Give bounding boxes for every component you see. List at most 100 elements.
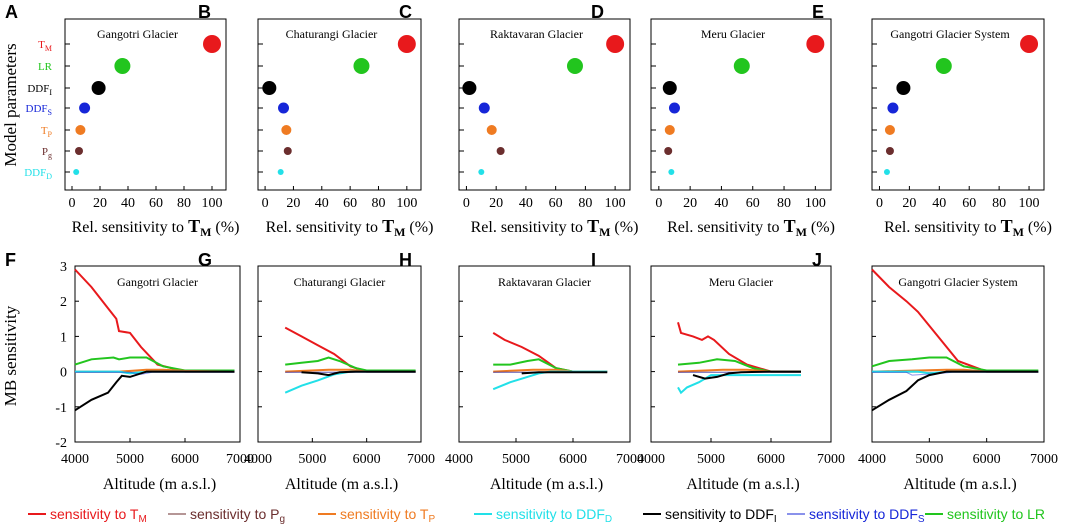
point-LR	[935, 58, 952, 74]
series-line-DDFI	[521, 371, 608, 375]
x-tick-label: 40	[315, 196, 329, 211]
param-label-LR: LR	[38, 61, 53, 73]
panel-J: J Gangotri Glacier System 4000 5000 6000 7000…	[812, 250, 1058, 493]
series-line-TM	[677, 322, 801, 373]
panel-letter: I	[591, 250, 596, 270]
point-TP	[75, 125, 86, 135]
point-TM	[606, 35, 625, 53]
x-tick-label: 6000	[353, 452, 381, 467]
panel-letter: A	[5, 2, 18, 22]
plot-frame	[74, 265, 241, 443]
x-tick-label: 6000	[973, 452, 1001, 467]
x-tick-label: 0	[262, 196, 269, 211]
series-line-LR	[74, 356, 235, 372]
point-Pg	[75, 147, 83, 155]
plot-title: Raktavaran Glacier	[498, 275, 591, 289]
plot-title: Gangotri Glacier	[117, 275, 198, 289]
point-TM	[397, 35, 416, 53]
plot-title: Meru Glacier	[701, 27, 765, 41]
point-Pg	[885, 147, 894, 155]
panel-D: D Meru Glacier 0 20 40 60 80 100 Rel. sensitivit…	[591, 2, 835, 239]
panel-letter: E	[812, 2, 824, 22]
panel-letter: F	[5, 250, 16, 270]
plot-title: Meru Glacier	[709, 275, 773, 289]
panel-C: C Raktavaran Glacier 0 20 40 60 80 100 Rel. sens…	[399, 2, 638, 239]
plot-title: Gangotri Glacier System	[898, 275, 1018, 289]
point-DDFS	[79, 102, 91, 114]
param-label-DDFS: DDFS	[26, 103, 52, 117]
plot-title: Gangotri Glacier System	[890, 27, 1010, 41]
x-tick-label: 40	[519, 196, 533, 211]
point-DDFD	[668, 169, 675, 175]
point-DDFI	[91, 81, 106, 95]
x-tick-label: 100	[202, 196, 223, 211]
legend-label-DDFS: sensitivity to DDFS	[809, 506, 925, 525]
x-tick-label: 80	[992, 196, 1006, 211]
plot-frame	[650, 18, 832, 191]
y-tick-label: 0	[60, 366, 67, 381]
x-tick-label: 4000	[244, 452, 272, 467]
panel-letter: C	[399, 2, 412, 22]
x-tick-label: 60	[549, 196, 563, 211]
point-DDFI	[662, 81, 677, 95]
y-tick-label: 3	[60, 260, 67, 275]
x-tick-label: 0	[655, 196, 662, 211]
plot-frame	[458, 18, 631, 191]
point-TP	[281, 125, 292, 135]
x-axis-label: Altitude (m a.s.l.)	[285, 476, 398, 493]
x-tick-label: 80	[371, 196, 385, 211]
panel-letter: D	[591, 2, 604, 22]
point-DDFS	[887, 102, 899, 114]
y-tick-label: 2	[60, 295, 67, 310]
point-DDFD	[478, 169, 485, 175]
x-tick-label: 6000	[559, 452, 587, 467]
param-label-DDFI: DDFI	[27, 83, 52, 97]
point-Pg	[496, 147, 505, 155]
point-LR	[114, 58, 131, 74]
x-tick-label: 5000	[502, 452, 530, 467]
series-line-DDFD	[677, 374, 801, 395]
panel-letter: G	[198, 250, 212, 270]
point-DDFI	[462, 81, 477, 95]
x-axis-label: Altitude (m a.s.l.)	[490, 476, 603, 493]
point-DDFS	[478, 102, 490, 114]
plot-frame	[257, 18, 422, 191]
legend-label-Pg: sensitivity to Pg	[190, 506, 285, 525]
param-label-TP: TP	[41, 125, 53, 139]
plot-frame	[257, 265, 422, 443]
y-tick-label: -2	[55, 436, 67, 451]
series-line-DDFI	[74, 370, 235, 412]
panel-letter: B	[198, 2, 211, 22]
param-label-DDFD: DDFD	[24, 167, 52, 181]
series-line-DDFD	[492, 370, 608, 391]
x-tick-label: 5000	[298, 452, 326, 467]
x-tick-label: 4000	[637, 452, 665, 467]
y-axis-label-bottom: MB sensitivity	[1, 305, 20, 406]
panel-H: H Raktavaran Glacier 4000 5000 6000 7000 Altit…	[399, 250, 644, 493]
x-tick-label: 40	[714, 196, 728, 211]
point-DDFS	[278, 102, 290, 114]
legend-label-TM: sensitivity to TM	[50, 506, 147, 525]
point-DDFD	[883, 169, 890, 175]
series-line-DDFS	[872, 371, 1039, 376]
point-TP	[884, 125, 895, 135]
point-DDFS	[668, 102, 680, 114]
point-LR	[353, 58, 370, 74]
series-line-DDFD	[284, 370, 416, 394]
legend: sensitivity to TM sensitivity to Pg sensit…	[28, 506, 1045, 525]
series-line-DDFI	[692, 370, 801, 380]
plot-frame	[458, 265, 631, 443]
point-LR	[566, 58, 583, 74]
x-tick-label: 100	[805, 196, 826, 211]
x-tick-label: 7000	[226, 452, 254, 467]
point-LR	[733, 58, 750, 74]
y-tick-label: 1	[60, 330, 67, 345]
x-tick-label: 7000	[1030, 452, 1058, 467]
x-tick-label: 20	[902, 196, 916, 211]
panel-B: B Chaturangi Glacier 0 20 40 60 80 100 Rel. sens…	[198, 2, 433, 239]
series-line-DDFI	[301, 370, 416, 377]
point-DDFD	[73, 169, 80, 175]
x-tick-label: 20	[489, 196, 503, 211]
point-Pg	[283, 147, 292, 155]
x-tick-label: 4000	[445, 452, 473, 467]
